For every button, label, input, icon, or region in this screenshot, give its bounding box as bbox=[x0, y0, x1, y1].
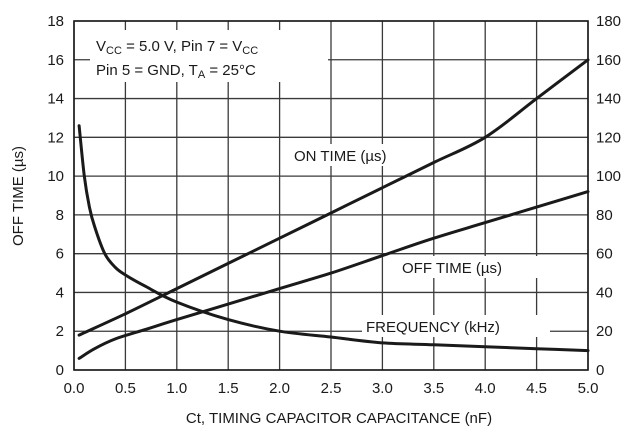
y-left-tick-label: 8 bbox=[56, 207, 64, 224]
off-time-label-background bbox=[398, 256, 546, 278]
conditions-note-background bbox=[90, 30, 328, 82]
on-time-series-label: ON TIME (µs) bbox=[294, 148, 387, 165]
x-tick-label: 5.0 bbox=[578, 380, 599, 397]
x-tick-label: 2.5 bbox=[321, 380, 342, 397]
conditions-line-2: Pin 5 = GND, TA = 25°C bbox=[96, 62, 256, 81]
y-right-tick-label: 60 bbox=[596, 246, 613, 263]
y-left-tick-label: 0 bbox=[56, 362, 64, 379]
x-tick-label: 1.0 bbox=[166, 380, 187, 397]
plot-frame bbox=[73, 20, 589, 371]
y-left-tick-label: 14 bbox=[47, 91, 64, 108]
off-time-curve bbox=[77, 190, 590, 360]
y-left-tick-label: 2 bbox=[56, 323, 64, 340]
conditions-line-1: VCC = 5.0 V, Pin 7 = VCC bbox=[96, 38, 258, 57]
frequency-label-background bbox=[362, 315, 550, 337]
x-tick-label: 2.0 bbox=[269, 380, 290, 397]
y-right-tick-label: 20 bbox=[596, 323, 613, 340]
frequency-series-label: FREQUENCY (kHz) bbox=[366, 319, 500, 336]
x-axis-title: Ct, TIMING CAPACITOR CAPACITANCE (nF) bbox=[186, 410, 492, 427]
y-left-tick-label: 16 bbox=[47, 52, 64, 69]
x-tick-label: 3.0 bbox=[372, 380, 393, 397]
y-right-tick-label: 180 bbox=[596, 13, 621, 30]
y-left-tick-labels: 0 2 4 6 8 10 12 14 16 18 bbox=[47, 13, 64, 379]
y-right-tick-label: 140 bbox=[596, 91, 621, 108]
on-time-curve bbox=[77, 58, 590, 337]
y-right-tick-label: 80 bbox=[596, 207, 613, 224]
x-tick-label: 0.0 bbox=[64, 380, 85, 397]
series-curves bbox=[77, 58, 590, 360]
x-tick-label: 4.5 bbox=[526, 380, 547, 397]
frequency-curve bbox=[77, 124, 590, 353]
y-right-tick-label: 100 bbox=[596, 168, 621, 185]
x-tick-label: 0.5 bbox=[115, 380, 136, 397]
off-time-series-label: OFF TIME (µs) bbox=[402, 260, 502, 277]
y-left-tick-label: 18 bbox=[47, 13, 64, 30]
y-left-tick-label: 6 bbox=[56, 246, 64, 263]
y-right-tick-label: 0 bbox=[596, 362, 604, 379]
y-left-tick-label: 4 bbox=[56, 284, 64, 301]
x-tick-labels: 0.0 0.5 1.0 1.5 2.0 2.5 3.0 3.5 4.0 4.5 5.0 bbox=[64, 380, 599, 397]
x-tick-label: 1.5 bbox=[218, 380, 239, 397]
y-right-tick-label: 160 bbox=[596, 52, 621, 69]
y-axis-title: OFF TIME (µs) bbox=[10, 146, 27, 246]
y-left-tick-label: 10 bbox=[47, 168, 64, 185]
y-left-tick-label: 12 bbox=[47, 129, 64, 146]
x-tick-label: 4.0 bbox=[475, 380, 496, 397]
y-right-tick-labels: 0 20 40 60 80 100 120 140 160 180 bbox=[596, 13, 621, 379]
on-time-label-background bbox=[290, 144, 422, 166]
y-right-tick-label: 40 bbox=[596, 284, 613, 301]
x-tick-label: 3.5 bbox=[423, 380, 444, 397]
y-right-tick-label: 120 bbox=[596, 129, 621, 146]
